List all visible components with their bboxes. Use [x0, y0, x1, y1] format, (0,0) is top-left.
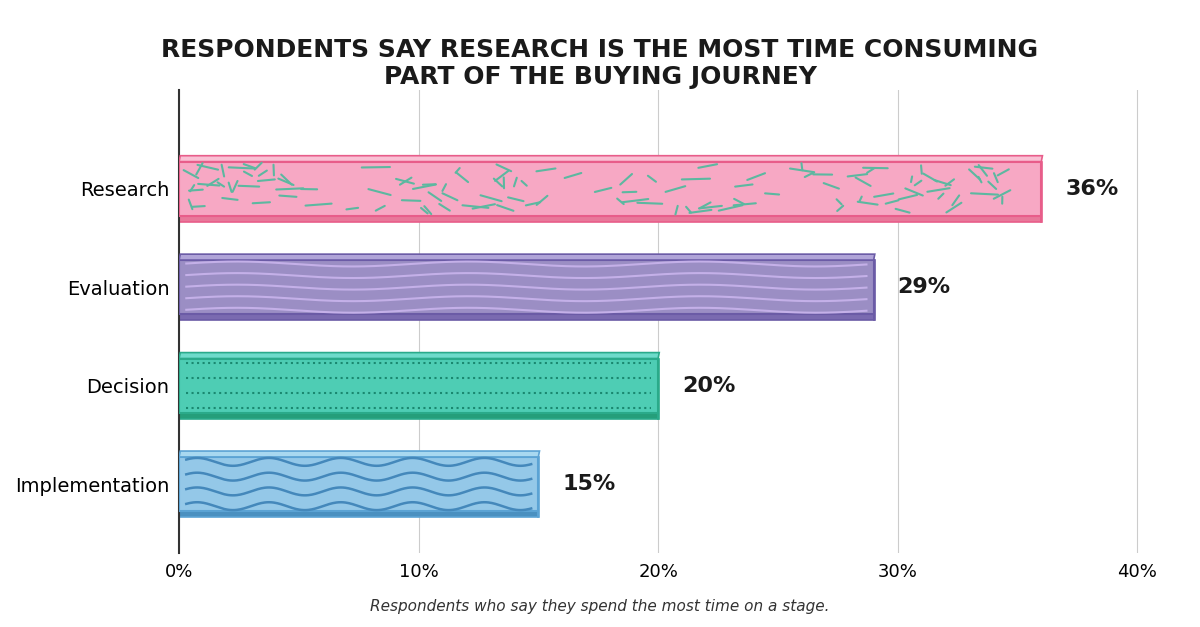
Bar [179, 359, 658, 413]
Bar [179, 260, 874, 314]
Bar [179, 314, 874, 320]
Text: 29%: 29% [898, 277, 950, 297]
Polygon shape [179, 254, 875, 260]
Text: Respondents who say they spend the most time on a stage.: Respondents who say they spend the most … [371, 599, 829, 614]
Bar [179, 413, 658, 419]
Bar [179, 216, 1042, 222]
Text: 15%: 15% [563, 474, 616, 494]
Text: 36%: 36% [1066, 179, 1118, 199]
Polygon shape [179, 451, 540, 457]
Text: 20%: 20% [682, 376, 736, 396]
Text: RESPONDENTS SAY RESEARCH IS THE MOST TIME CONSUMING
PART OF THE BUYING JOURNEY: RESPONDENTS SAY RESEARCH IS THE MOST TIM… [162, 38, 1038, 90]
Polygon shape [179, 155, 1043, 162]
Polygon shape [179, 352, 659, 359]
Bar [179, 162, 1042, 216]
Bar [179, 511, 539, 517]
Bar [179, 457, 539, 511]
